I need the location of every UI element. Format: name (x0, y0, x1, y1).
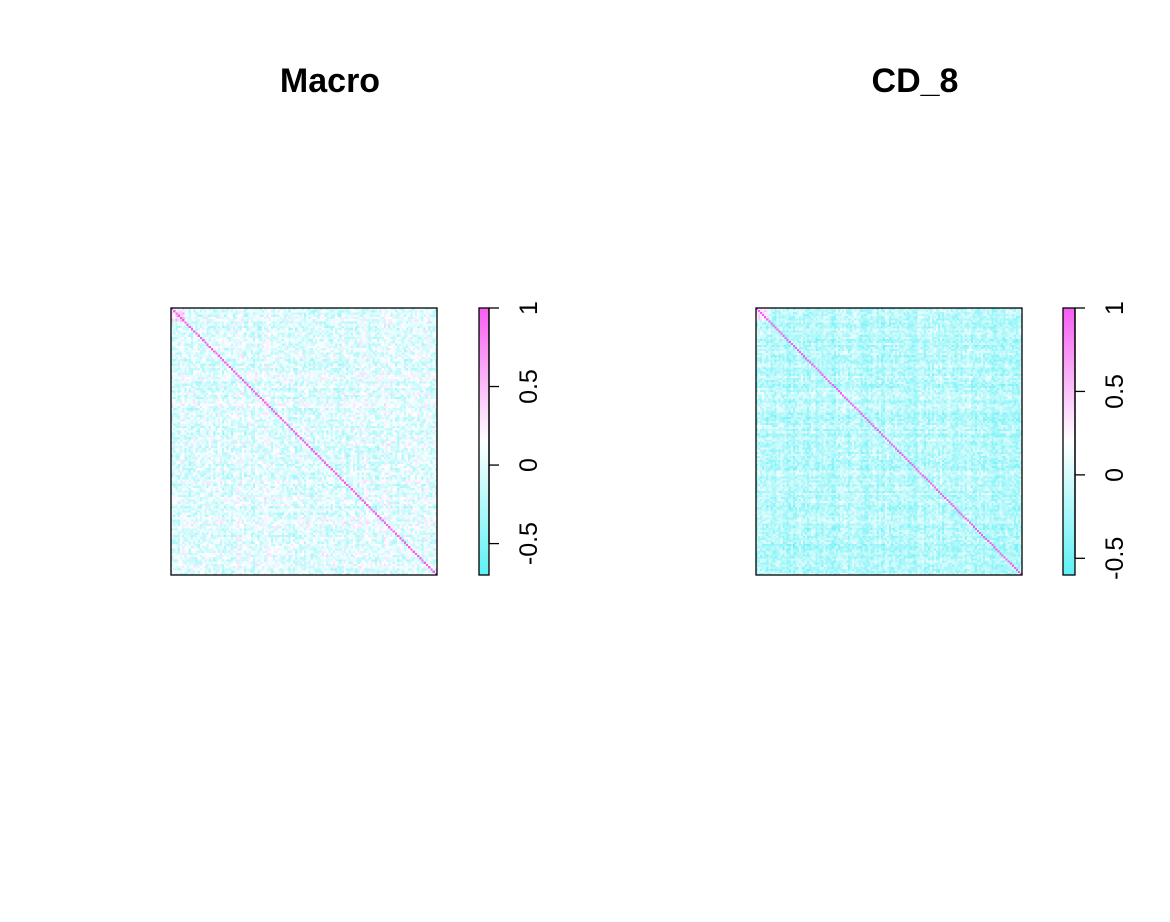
colorbar-tick-label: 1 (515, 301, 543, 315)
heatmap-area (755, 307, 1023, 576)
colorbar: -0.5 0 0.5 1 (478, 301, 543, 576)
colorbar-tick-label: 0.5 (1101, 374, 1129, 409)
colorbar-gradient (1062, 307, 1076, 576)
heatmap-cells (171, 308, 437, 575)
colorbar-gradient (478, 307, 490, 576)
panel-title: Macro (280, 62, 380, 100)
colorbar-tick-label: 1 (1101, 301, 1129, 315)
colorbar-tick-label: 0 (515, 458, 543, 472)
heatmap-frame (755, 307, 1023, 576)
panel-title: CD_8 (872, 62, 959, 100)
colorbar: -0.5 0 0.5 1 (1062, 301, 1129, 580)
heatmap-panel-macro: Macro -0.5 0 0.5 1 (170, 62, 543, 576)
colorbar-tick-label: -0.5 (515, 522, 543, 565)
colorbar-tick-label: 0.5 (515, 369, 543, 404)
colorbar-tick-label: 0 (1101, 468, 1129, 482)
heatmap-area (170, 307, 438, 576)
colorbar-tick-label: -0.5 (1101, 537, 1129, 580)
heatmap-cells (756, 308, 1022, 575)
heatmap-frame (170, 307, 438, 576)
heatmap-panel-cd8: CD_8 -0.5 0 0.5 1 (755, 62, 1129, 580)
